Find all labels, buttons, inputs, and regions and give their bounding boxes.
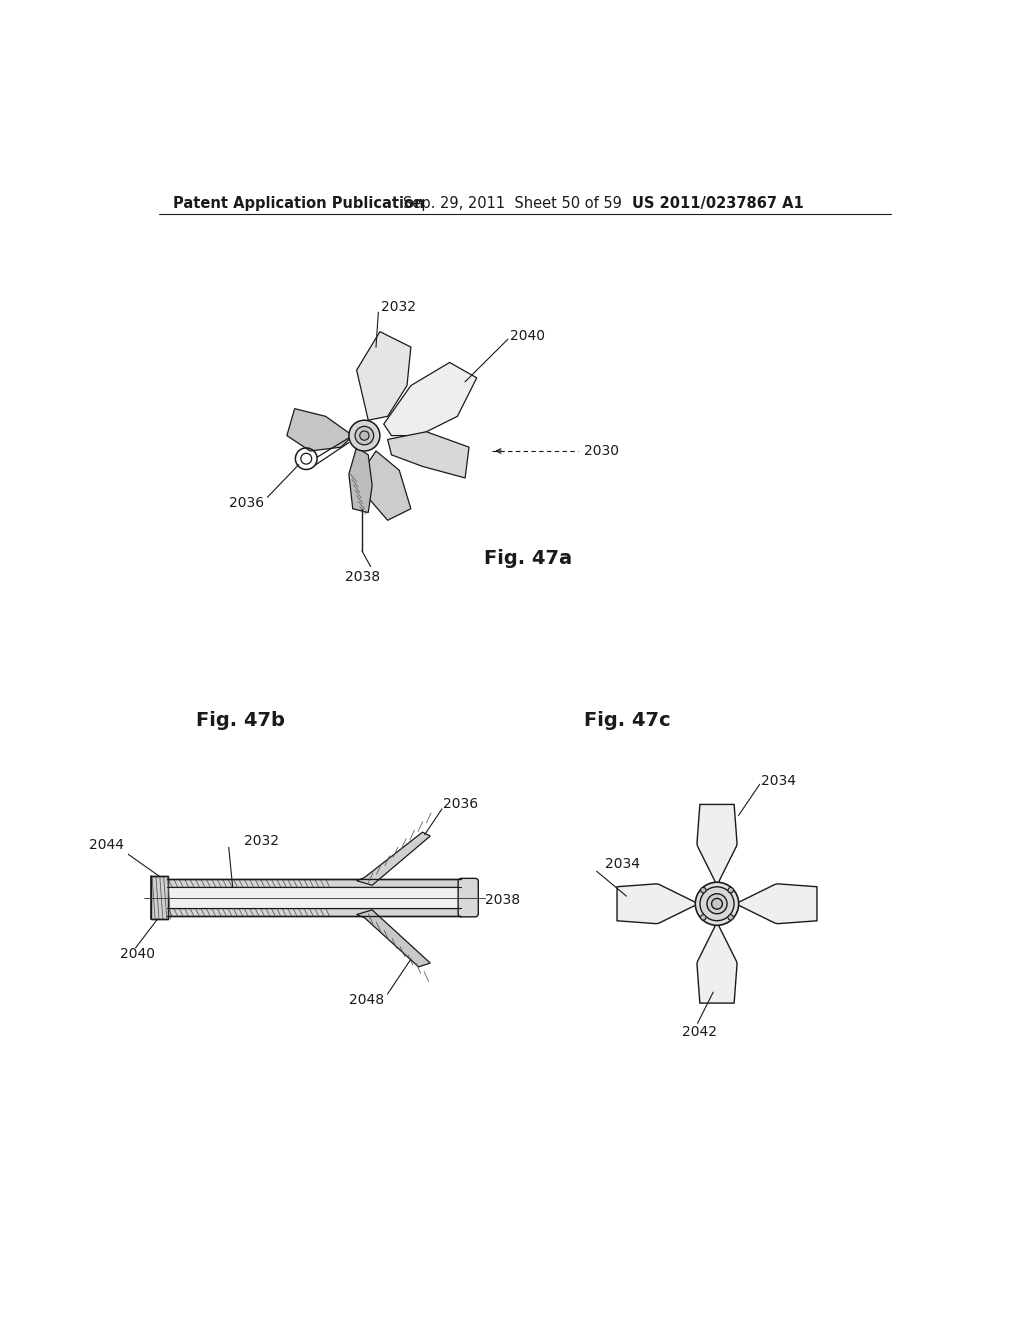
Circle shape	[700, 887, 706, 892]
Text: 2036: 2036	[228, 496, 264, 511]
Text: 2038: 2038	[484, 892, 519, 907]
Polygon shape	[287, 409, 352, 451]
Text: 2034: 2034	[604, 857, 640, 871]
Bar	[167, 887, 461, 908]
Text: 2044: 2044	[89, 838, 124, 853]
Circle shape	[728, 887, 733, 892]
Polygon shape	[356, 331, 411, 420]
Circle shape	[712, 899, 722, 909]
Circle shape	[695, 882, 738, 925]
Text: Patent Application Publication: Patent Application Publication	[173, 195, 425, 211]
Circle shape	[728, 915, 733, 920]
Text: 2048: 2048	[349, 993, 384, 1007]
Polygon shape	[697, 923, 737, 1003]
Polygon shape	[617, 884, 698, 924]
Text: 2036: 2036	[443, 797, 478, 810]
Polygon shape	[735, 884, 817, 924]
FancyBboxPatch shape	[458, 878, 478, 917]
Circle shape	[707, 894, 727, 913]
Polygon shape	[365, 451, 411, 520]
Polygon shape	[349, 447, 372, 512]
Text: 2040: 2040	[120, 946, 156, 961]
Polygon shape	[356, 832, 430, 886]
Circle shape	[700, 887, 734, 921]
Text: 2042: 2042	[682, 1026, 717, 1039]
Text: US 2011/0237867 A1: US 2011/0237867 A1	[632, 195, 804, 211]
Polygon shape	[388, 432, 469, 478]
Text: 2032: 2032	[381, 300, 417, 314]
Polygon shape	[384, 363, 477, 436]
Text: 2032: 2032	[245, 834, 280, 849]
Bar	[152, 876, 168, 919]
Circle shape	[359, 432, 369, 441]
Text: Fig. 47a: Fig. 47a	[484, 549, 572, 569]
Text: 2038: 2038	[345, 569, 380, 583]
Text: 2030: 2030	[584, 444, 618, 458]
Polygon shape	[356, 909, 430, 966]
Circle shape	[349, 420, 380, 451]
Text: 2034: 2034	[761, 774, 797, 788]
Circle shape	[700, 915, 706, 920]
Text: Fig. 47c: Fig. 47c	[584, 711, 671, 730]
Circle shape	[355, 426, 374, 445]
Bar	[167, 879, 461, 887]
Polygon shape	[697, 804, 737, 886]
Bar	[167, 908, 461, 916]
Text: Fig. 47b: Fig. 47b	[197, 711, 285, 730]
Text: 2040: 2040	[510, 329, 545, 342]
Text: Sep. 29, 2011  Sheet 50 of 59: Sep. 29, 2011 Sheet 50 of 59	[403, 195, 622, 211]
